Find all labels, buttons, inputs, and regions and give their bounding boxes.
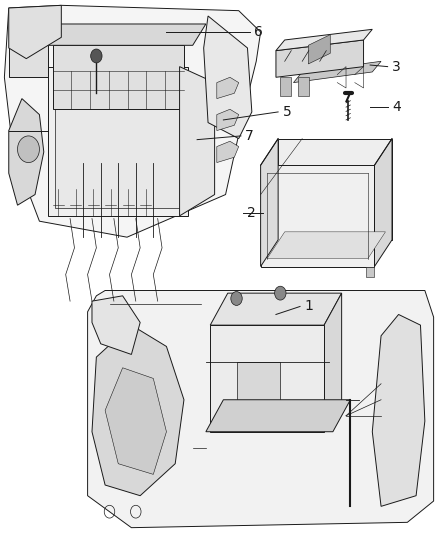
Polygon shape [366,266,374,277]
Text: 3: 3 [392,60,401,74]
Polygon shape [276,40,364,77]
Circle shape [18,136,39,163]
Bar [210,325,324,432]
Polygon shape [217,141,239,163]
Polygon shape [293,61,381,83]
Polygon shape [308,35,330,64]
Polygon shape [210,293,342,325]
Polygon shape [180,67,215,216]
Polygon shape [372,314,425,506]
Polygon shape [4,5,261,237]
Bar [237,362,280,405]
Text: 7: 7 [245,129,254,143]
Polygon shape [204,16,252,139]
Text: 4: 4 [392,100,401,114]
Polygon shape [92,325,184,496]
Polygon shape [9,5,61,59]
Polygon shape [217,77,239,99]
Polygon shape [261,139,278,266]
Polygon shape [261,165,374,266]
Polygon shape [44,24,206,45]
Polygon shape [92,296,140,354]
Polygon shape [267,232,385,259]
Polygon shape [105,368,166,474]
Bar [48,67,188,216]
Polygon shape [9,99,44,205]
Circle shape [275,286,286,300]
Polygon shape [9,45,48,77]
Polygon shape [324,293,342,432]
Polygon shape [206,400,350,432]
Text: 1: 1 [304,300,313,313]
Polygon shape [276,29,372,51]
Polygon shape [88,290,434,528]
Polygon shape [280,77,291,96]
Circle shape [91,49,102,63]
Text: 6: 6 [254,25,263,39]
Text: 5: 5 [283,105,291,119]
Circle shape [231,292,242,305]
Text: 2: 2 [247,206,256,220]
Polygon shape [278,139,392,240]
Polygon shape [217,109,239,131]
Bar [55,75,182,208]
Polygon shape [374,139,392,266]
Bar [53,45,184,109]
Polygon shape [298,77,309,96]
